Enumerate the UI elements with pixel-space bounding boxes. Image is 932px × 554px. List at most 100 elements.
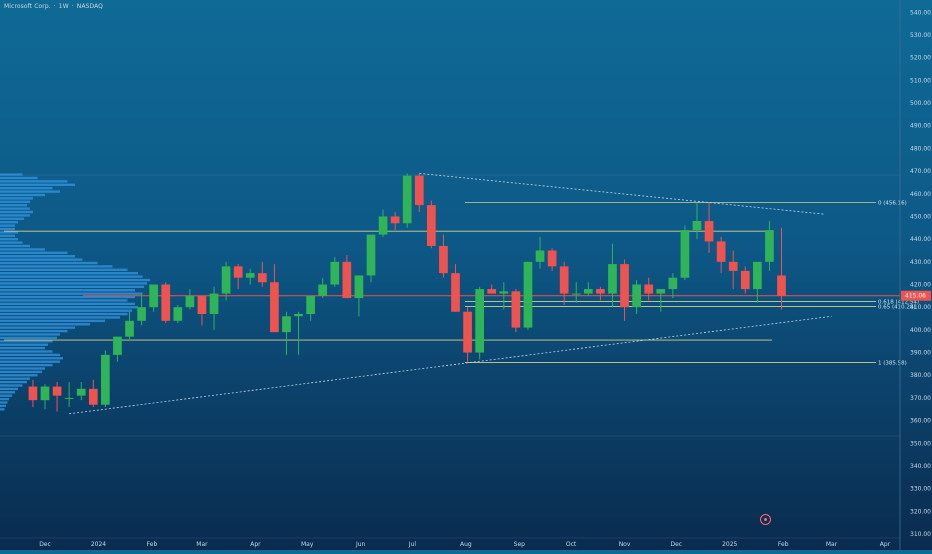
trendline (69, 315, 832, 415)
candle-body (378, 216, 388, 235)
volume-profile-bar (0, 285, 144, 289)
candle-body (596, 289, 605, 294)
candle-body (366, 234, 376, 276)
volume-profile-bar (0, 241, 23, 244)
candle-body (125, 320, 134, 337)
price-tick-label: 460.00 (910, 191, 931, 198)
volume-profile-bar (0, 217, 24, 220)
trendline (419, 172, 825, 215)
candle-body (511, 291, 521, 328)
candle-body (209, 293, 219, 314)
candle-body (294, 313, 303, 317)
price-tick-label: 450.00 (910, 213, 931, 220)
volume-profile-bar (0, 340, 53, 343)
volume-profile-bar (0, 360, 60, 363)
time-tick-label: Oct (566, 541, 577, 548)
volume-profile-bar (0, 363, 53, 367)
volume-profile-bar (0, 176, 38, 180)
price-tick-label: 440.00 (910, 236, 931, 243)
symbol-header: Microsoft Corp. · 1W · NASDAQ (4, 3, 103, 10)
time-axis[interactable]: Dec 2024 Feb Mar Apr May Jun Jul Aug Sep Oct Nov Dec… (0, 537, 900, 548)
volume-profile-bar (0, 272, 138, 275)
time-tick-label: May (301, 541, 314, 548)
price-tick-label: 410.00 (910, 304, 931, 311)
volume-profile-bar (0, 380, 27, 384)
volume-profile (0, 173, 150, 411)
volume-profile-bar (0, 190, 60, 193)
time-tick-label: Sep (514, 541, 526, 548)
candle-body (173, 307, 183, 321)
volume-profile-bar (0, 306, 138, 309)
current-price-badge (901, 290, 931, 301)
candle-body (40, 386, 50, 401)
volume-profile-bar (0, 255, 75, 258)
volume-profile-bar (0, 203, 27, 207)
volume-profile-bar (0, 207, 30, 210)
candle-body (245, 273, 255, 278)
candle-body (668, 277, 678, 290)
price-axis[interactable]: 310.00 320.00 330.00 340.00 350.00 360.00 370.… (899, 0, 931, 550)
volume-profile-bar (0, 404, 6, 408)
candle-body (571, 293, 581, 295)
time-tick-label: Jul (408, 541, 417, 548)
time-tick-label: Apr (250, 541, 261, 548)
volume-profile-bar (0, 210, 33, 214)
candle-body (137, 307, 146, 321)
candle-body (318, 284, 328, 296)
price-tick-label: 500.00 (910, 100, 931, 107)
price-tick-label: 430.00 (910, 259, 931, 266)
price-tick-label: 520.00 (910, 55, 931, 62)
volume-profile-bar (0, 234, 15, 237)
time-tick-label: 2025 (722, 541, 737, 548)
candle-body (644, 284, 654, 294)
volume-profile-bar (0, 343, 48, 346)
price-tick-label: 320.00 (910, 508, 931, 515)
volume-profile-bar (0, 282, 147, 285)
volume-profile-bar (0, 173, 23, 176)
exchange-label: NASDAQ (76, 3, 103, 10)
candle-body (185, 295, 195, 308)
volume-profile-bar (0, 401, 8, 404)
price-tick-label: 330.00 (910, 486, 931, 493)
candle-body (427, 205, 436, 246)
volume-profile-bar (0, 333, 60, 336)
volume-profile-bar (0, 323, 90, 326)
candle-body (414, 175, 424, 206)
price-tick-label: 390.00 (910, 350, 931, 357)
time-tick-label: Mar (196, 541, 208, 548)
time-tick-label: Jun (355, 541, 366, 548)
volume-profile-bar (0, 224, 15, 227)
volume-profile-bar (0, 353, 60, 357)
volume-profile-bar (0, 299, 128, 302)
volume-profile-bar (0, 251, 68, 255)
time-tick-label: Feb (778, 541, 789, 548)
candle-body (740, 270, 750, 290)
volume-profile-bar (0, 346, 45, 350)
candle-body (728, 261, 738, 271)
volume-profile-bar (0, 394, 12, 397)
volume-profile-bar (0, 197, 33, 200)
volume-profile-bar (0, 387, 18, 391)
candle-body (583, 289, 593, 294)
volume-profile-bar (0, 350, 53, 353)
candle-body (390, 216, 400, 224)
time-tick-label: Dec (39, 541, 51, 548)
level-label: 0 (456.16) (878, 200, 907, 206)
fib-levels: 0 (456.16) 0.618 (412.54)0.65 (410.28) 1 (… (0, 174, 919, 437)
volume-profile-bar (0, 370, 42, 374)
candle-body (765, 230, 774, 262)
candle-body (547, 250, 557, 267)
price-tick-label: 490.00 (910, 123, 931, 130)
volume-profile-bar (0, 292, 143, 295)
time-tick-label: Feb (147, 541, 158, 548)
candle-body (716, 241, 726, 262)
replay-icon[interactable] (760, 514, 771, 525)
time-tick-label: Nov (619, 541, 631, 548)
candle-body (704, 221, 714, 242)
volume-profile-bar (0, 289, 135, 292)
volume-profile-bar (0, 336, 57, 340)
price-tick-label: 380.00 (910, 372, 931, 379)
candle-body (777, 275, 786, 296)
